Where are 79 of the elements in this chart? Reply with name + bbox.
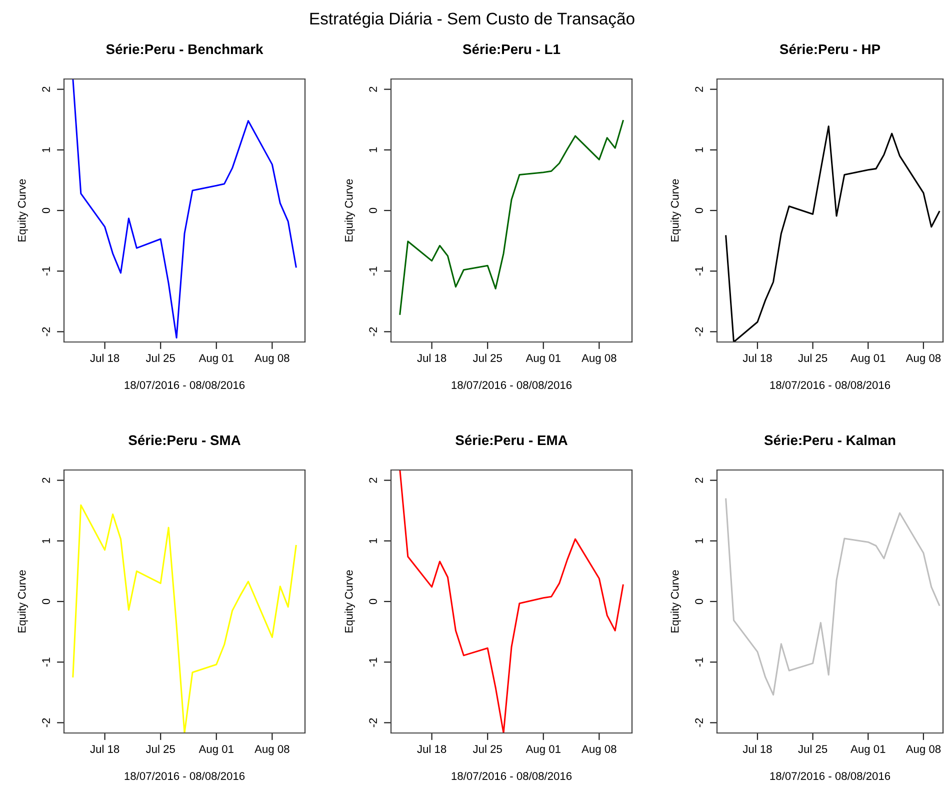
y-tick-label: 1 — [369, 538, 377, 544]
x-tick-label: Jul 25 — [146, 354, 175, 362]
y-tick-label: -1 — [369, 266, 377, 276]
x-axis-title: 18/07/2016 - 08/08/2016 — [452, 380, 572, 389]
x-axis-title: 18/07/2016 - 08/08/2016 — [452, 772, 572, 780]
line-series — [399, 120, 624, 315]
x-tick-label: Jul 18 — [417, 744, 446, 753]
chart-title: Série:Peru - HP — [780, 44, 880, 54]
y-tick-label: 0 — [695, 208, 703, 214]
y-tick-label: 2 — [369, 86, 377, 92]
y-axis-title: Equity Curve — [670, 570, 681, 632]
y-tick-label: 0 — [369, 598, 377, 604]
x-tick-label: Jul 18 — [90, 744, 120, 753]
x-tick-label: Jul 18 — [90, 354, 120, 362]
x-tick-label: Aug 01 — [526, 354, 560, 364]
y-tick-label: -2 — [369, 718, 377, 728]
chart-title: Série:Peru - EMA — [456, 434, 568, 446]
y-tick-label: 0 — [42, 208, 50, 214]
y-tick-label: -1 — [695, 266, 703, 276]
y-tick-label: -2 — [369, 327, 377, 336]
line-series — [72, 504, 297, 733]
x-tick-label: Aug 08 — [254, 745, 290, 756]
x-tick-label: Jul 25 — [472, 744, 502, 753]
x-tick-label: Jul 25 — [472, 354, 502, 362]
x-axis-title: 18/07/2016 - 08/08/2016 — [770, 380, 890, 389]
y-axis-title: Equity Curve — [18, 179, 28, 242]
line-series — [725, 126, 940, 342]
chart-title: Série:Peru - Kalman — [764, 434, 896, 446]
x-tick-label: Jul 18 — [417, 354, 446, 362]
y-tick-label: 1 — [42, 538, 50, 544]
y-axis-title: Equity Curve — [18, 570, 28, 632]
x-tick-label: Aug 08 — [906, 354, 941, 364]
y-tick-label: -2 — [695, 718, 703, 728]
y-tick-label: -1 — [42, 658, 50, 667]
x-axis-title: 18/07/2016 - 08/08/2016 — [124, 380, 245, 389]
x-tick-label: Jul 18 — [742, 354, 772, 362]
x-tick-label: Aug 08 — [254, 354, 290, 364]
x-axis-title: 18/07/2016 - 08/08/2016 — [124, 772, 245, 780]
line-series — [399, 470, 624, 733]
x-tick-label: Aug 01 — [850, 354, 886, 364]
chart-title: Série:Peru - L1 — [462, 44, 560, 54]
x-tick-label: Aug 08 — [582, 354, 616, 364]
y-tick-label: -2 — [695, 327, 703, 336]
x-tick-label: Aug 01 — [850, 745, 886, 756]
y-tick-label: 2 — [42, 86, 50, 92]
line-series — [72, 79, 297, 339]
x-tick-label: Jul 25 — [798, 354, 828, 362]
x-tick-label: Jul 25 — [146, 744, 175, 753]
x-tick-label: Aug 01 — [198, 745, 234, 756]
x-tick-label: Aug 01 — [198, 354, 234, 364]
y-tick-label: -1 — [369, 658, 377, 667]
y-tick-label: 2 — [369, 478, 377, 483]
y-tick-label: 1 — [42, 147, 50, 152]
chart-title: Série:Peru - SMA — [128, 434, 240, 446]
chart-title: Série:Peru - Benchmark — [106, 44, 264, 54]
x-axis-title: 18/07/2016 - 08/08/2016 — [770, 772, 890, 780]
text: Estratégia Diária - Sem Custo de Transação — [310, 12, 634, 28]
y-tick-label: 0 — [369, 208, 377, 214]
x-tick-label: Jul 18 — [742, 744, 772, 753]
y-tick-label: 2 — [695, 478, 703, 483]
x-tick-label: Aug 01 — [526, 745, 560, 756]
y-tick-label: 0 — [42, 598, 50, 604]
y-tick-label: -2 — [42, 718, 50, 728]
y-tick-label: -1 — [42, 266, 50, 276]
y-tick-label: -2 — [42, 327, 50, 336]
y-tick-label: 1 — [695, 538, 703, 544]
x-tick-label: Aug 08 — [582, 745, 616, 756]
y-tick-label: -1 — [695, 658, 703, 667]
y-tick-label: 0 — [695, 598, 703, 604]
x-tick-label: Aug 08 — [906, 745, 941, 756]
y-axis-title: Equity Curve — [344, 570, 355, 632]
x-tick-label: Jul 25 — [798, 744, 828, 753]
line-series — [725, 498, 940, 696]
y-axis-title: Equity Curve — [670, 179, 681, 242]
y-axis-title: Equity Curve — [344, 179, 355, 242]
y-tick-label: 1 — [695, 147, 703, 152]
y-tick-label: 1 — [369, 147, 377, 152]
y-tick-label: 2 — [695, 86, 703, 92]
y-tick-label: 2 — [42, 478, 50, 483]
